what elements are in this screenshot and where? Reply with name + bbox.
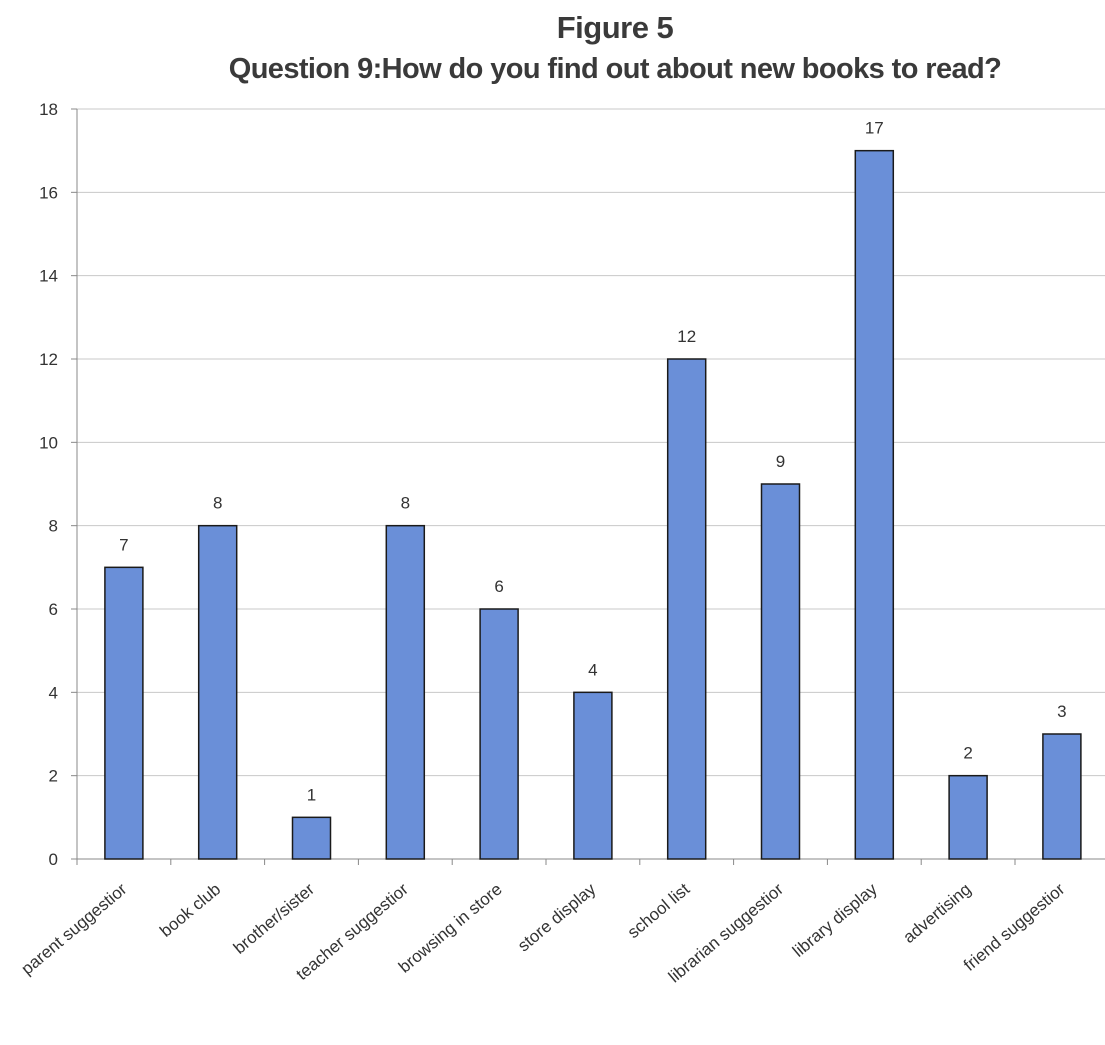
category-label: friend suggestior bbox=[960, 879, 1069, 975]
data-label: 3 bbox=[1057, 702, 1066, 721]
bar bbox=[1042, 733, 1082, 860]
y-tick-label: 6 bbox=[49, 600, 58, 619]
bar bbox=[385, 524, 426, 860]
y-tick-label: 18 bbox=[39, 100, 58, 119]
data-label: 7 bbox=[119, 535, 128, 554]
bar bbox=[291, 816, 332, 860]
category-label: library display bbox=[789, 879, 881, 961]
chart-title-block: Figure 5 Question 9:How do you find out … bbox=[0, 8, 1105, 88]
y-tick-label: 4 bbox=[49, 683, 58, 702]
y-tick-label: 16 bbox=[39, 183, 58, 202]
y-tick-label: 8 bbox=[49, 517, 58, 536]
category-label: brother/sister bbox=[230, 879, 318, 958]
chart-title: Figure 5 bbox=[556, 10, 674, 45]
data-label: 17 bbox=[865, 119, 884, 138]
bar bbox=[760, 483, 801, 860]
category-label: store display bbox=[514, 879, 600, 955]
data-label: 8 bbox=[401, 494, 410, 513]
y-tick-label: 2 bbox=[49, 767, 58, 786]
bar bbox=[854, 149, 895, 860]
category-label: advertising bbox=[899, 880, 974, 947]
y-tick-label: 10 bbox=[39, 433, 58, 452]
data-label: 6 bbox=[494, 577, 503, 596]
bar bbox=[197, 524, 238, 860]
data-label: 8 bbox=[213, 494, 222, 513]
bar bbox=[573, 691, 613, 860]
data-label: 9 bbox=[776, 452, 785, 471]
bar bbox=[479, 608, 519, 860]
chart-subtitle: Question 9:How do you find out about new… bbox=[228, 53, 1002, 85]
category-label: school list bbox=[624, 879, 694, 942]
data-label: 2 bbox=[963, 744, 972, 763]
category-label: parent suggestior bbox=[18, 879, 131, 978]
data-label: 12 bbox=[677, 327, 696, 346]
y-tick-label: 12 bbox=[39, 350, 58, 369]
data-label: 1 bbox=[307, 785, 316, 804]
data-label: 4 bbox=[588, 660, 597, 679]
y-tick-label: 0 bbox=[49, 850, 58, 869]
bar bbox=[948, 774, 988, 860]
y-tick-label: 14 bbox=[39, 267, 58, 286]
bar bbox=[104, 566, 144, 860]
category-label: book club bbox=[156, 880, 224, 941]
bar bbox=[666, 358, 707, 860]
